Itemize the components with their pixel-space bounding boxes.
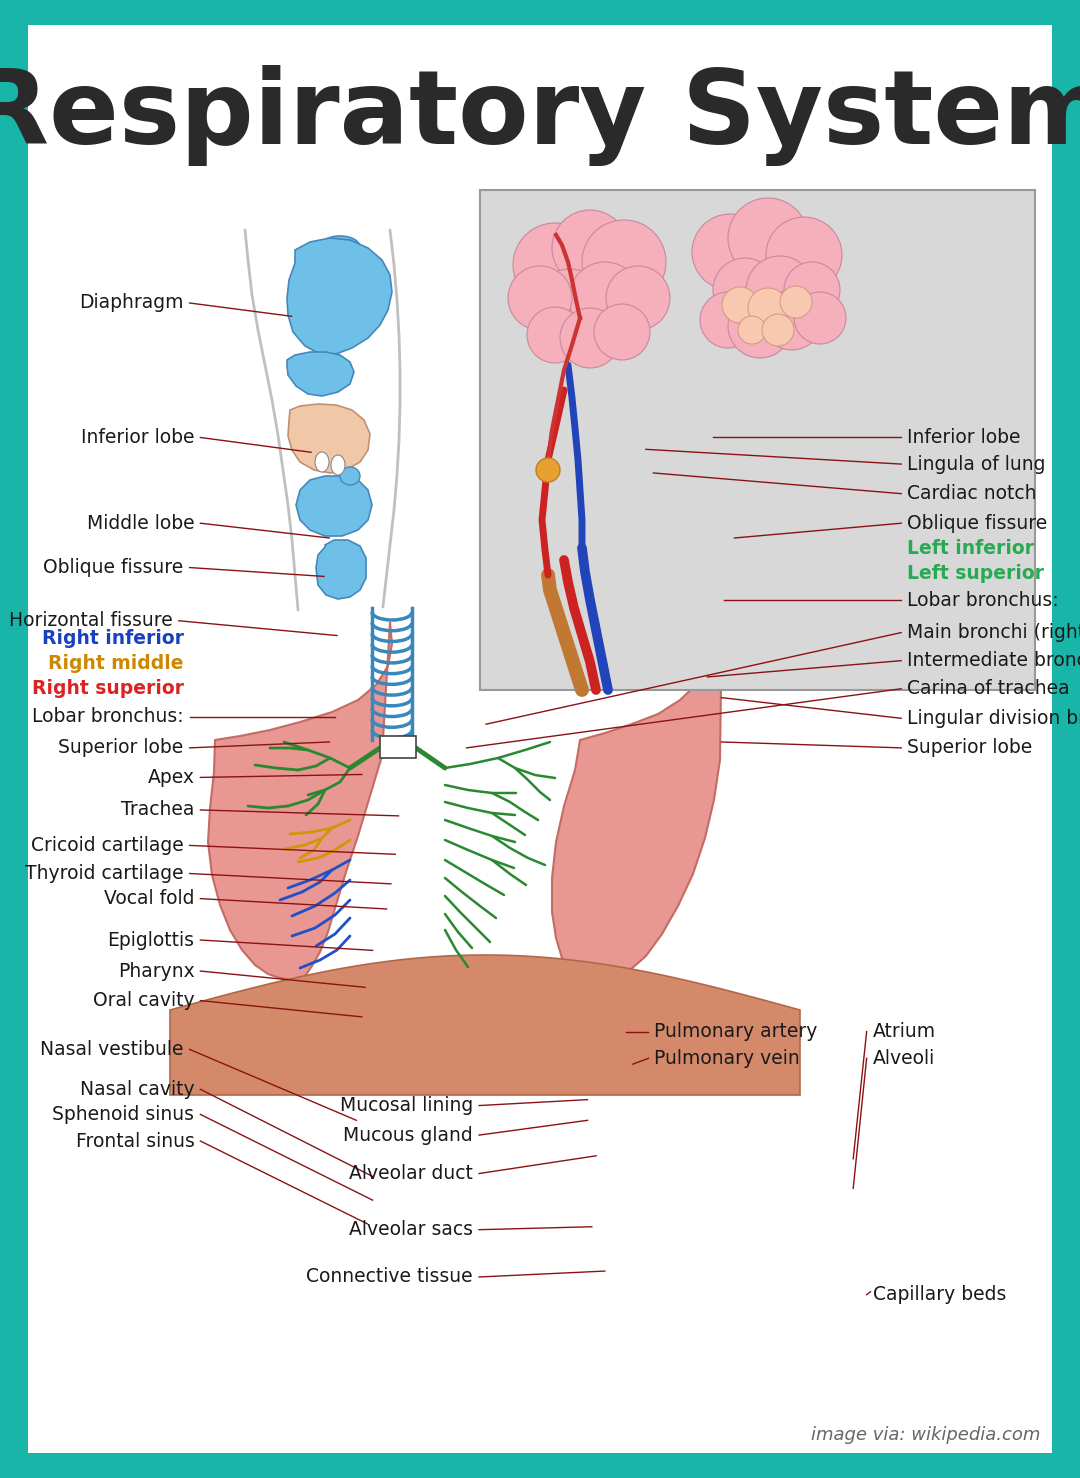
Text: Mucous gland: Mucous gland [343,1126,473,1144]
Text: Superior lobe: Superior lobe [907,739,1032,757]
Text: Pulmonary artery: Pulmonary artery [654,1023,818,1041]
Text: Trachea: Trachea [121,801,194,819]
Text: Main bronchi (right and left): Main bronchi (right and left) [907,624,1080,641]
Text: Right superior: Right superior [31,680,184,698]
Circle shape [728,198,808,278]
Text: Alveolar sacs: Alveolar sacs [349,1221,473,1239]
Circle shape [536,458,561,482]
Circle shape [766,217,842,293]
Polygon shape [288,403,370,473]
Text: Lingula of lung: Lingula of lung [907,455,1045,473]
Text: Alveoli: Alveoli [873,1049,935,1067]
Ellipse shape [315,452,329,471]
Circle shape [748,288,788,328]
Text: Pharynx: Pharynx [118,962,194,980]
Text: Oblique fissure: Oblique fissure [907,514,1048,532]
Text: Superior lobe: Superior lobe [58,739,184,757]
Circle shape [794,293,846,344]
Text: Right middle: Right middle [49,655,184,672]
Text: Intermediate bronchus: Intermediate bronchus [907,652,1080,670]
Circle shape [784,262,840,318]
Ellipse shape [330,455,345,474]
Text: Left inferior: Left inferior [907,539,1035,557]
Text: Pulmonary vein: Pulmonary vein [654,1049,800,1067]
Text: Diaphragm: Diaphragm [79,294,184,312]
Text: Inferior lobe: Inferior lobe [81,429,194,446]
Text: Thyroid cartilage: Thyroid cartilage [25,865,184,882]
Circle shape [723,287,758,324]
Circle shape [594,304,650,361]
Circle shape [508,266,572,330]
Bar [480,191,1035,690]
Circle shape [762,313,794,346]
Circle shape [582,220,666,304]
Text: Nasal cavity: Nasal cavity [80,1080,194,1098]
Circle shape [606,266,670,330]
Text: Cardiac notch: Cardiac notch [907,485,1037,503]
Text: Capillary beds: Capillary beds [873,1286,1005,1304]
Text: Horizontal fissure: Horizontal fissure [9,612,173,630]
Ellipse shape [320,236,360,259]
Text: Frontal sinus: Frontal sinus [76,1132,194,1150]
Text: Mucosal lining: Mucosal lining [340,1097,473,1114]
Circle shape [762,290,822,350]
Text: Apex: Apex [147,769,194,786]
Text: Vocal fold: Vocal fold [104,890,194,907]
Polygon shape [287,238,392,355]
Ellipse shape [340,467,360,485]
Text: Carina of trachea: Carina of trachea [907,680,1070,698]
Text: Respiratory System: Respiratory System [0,65,1080,166]
Text: Epiglottis: Epiglottis [107,931,194,949]
Circle shape [534,269,606,341]
Text: Alveolar duct: Alveolar duct [349,1165,473,1182]
Text: Oral cavity: Oral cavity [93,992,194,1009]
Polygon shape [170,955,800,1095]
Text: Lobar bronchus:: Lobar bronchus: [32,708,184,726]
Circle shape [780,287,812,318]
Polygon shape [296,476,372,537]
Circle shape [552,210,627,287]
Polygon shape [287,352,354,396]
Text: Sphenoid sinus: Sphenoid sinus [53,1106,194,1123]
Bar [380,736,416,758]
Circle shape [569,262,642,334]
Text: Cricoid cartilage: Cricoid cartilage [31,837,184,854]
Circle shape [746,256,814,324]
Text: Lobar bronchus:: Lobar bronchus: [907,591,1058,609]
Polygon shape [316,539,366,599]
Text: Lingular division bronchus: Lingular division bronchus [907,709,1080,727]
Text: Oblique fissure: Oblique fissure [43,559,184,576]
Circle shape [728,294,792,358]
Text: Atrium: Atrium [873,1023,935,1041]
Circle shape [700,293,756,347]
Polygon shape [552,612,723,981]
Circle shape [513,223,597,307]
Circle shape [527,307,583,364]
Text: Nasal vestibule: Nasal vestibule [40,1041,184,1058]
Text: image via: wikipedia.com: image via: wikipedia.com [811,1426,1040,1444]
Circle shape [713,259,777,322]
Text: Left superior: Left superior [907,565,1044,582]
Circle shape [692,214,768,290]
Circle shape [561,307,620,368]
Text: Right inferior: Right inferior [42,630,184,647]
Text: Connective tissue: Connective tissue [307,1268,473,1286]
Bar [372,607,411,738]
Text: Middle lobe: Middle lobe [86,514,194,532]
Text: Inferior lobe: Inferior lobe [907,429,1021,446]
Polygon shape [208,622,392,980]
Circle shape [738,316,766,344]
